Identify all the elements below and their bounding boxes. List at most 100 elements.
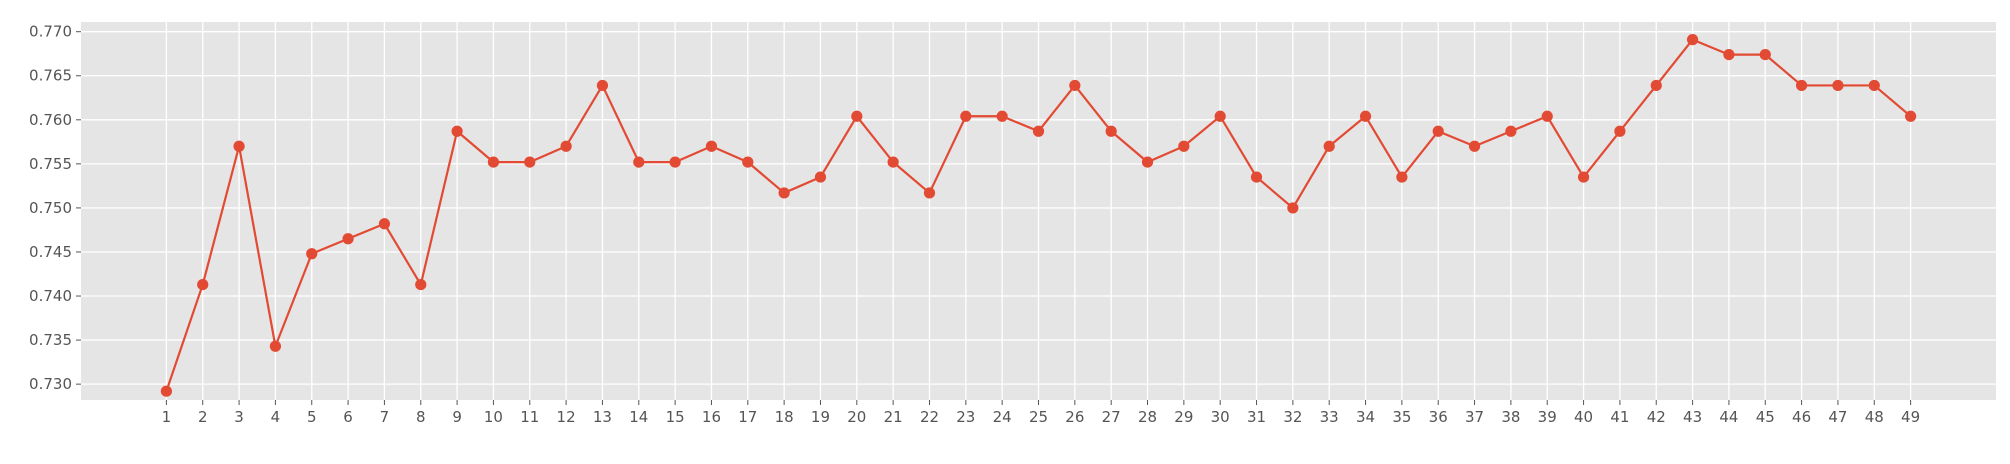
data-point [1323, 140, 1335, 152]
x-tick-label: 48 [1865, 408, 1884, 426]
x-tick-label: 46 [1792, 408, 1811, 426]
x-tick-label: 38 [1501, 408, 1520, 426]
grid-lines [81, 22, 1996, 400]
x-tick-label: 25 [1029, 408, 1048, 426]
data-point [378, 218, 391, 230]
data-point [1505, 125, 1517, 137]
x-tick-label: 42 [1647, 408, 1666, 426]
data-point [1905, 110, 1917, 122]
x-tick-label: 22 [920, 408, 939, 426]
y-tick-label: 0.730 [29, 375, 72, 393]
x-tick-label: 21 [884, 408, 903, 426]
data-point [160, 385, 172, 397]
x-tick-label: 39 [1538, 408, 1557, 426]
data-point [1250, 171, 1263, 183]
x-tick-label: 12 [557, 408, 576, 426]
x-tick-label: 32 [1283, 408, 1302, 426]
y-tick-label: 0.740 [29, 287, 72, 305]
x-tick-label: 14 [629, 408, 648, 426]
y-tick-label: 0.750 [29, 199, 72, 217]
x-tick-label: 35 [1392, 408, 1411, 426]
data-point [923, 187, 936, 199]
x-tick-label: 41 [1610, 408, 1629, 426]
x-tick-label: 37 [1465, 408, 1484, 426]
x-tick-label: 9 [452, 408, 462, 426]
data-point [1614, 125, 1626, 137]
x-tick-label: 23 [956, 408, 975, 426]
x-tick-label: 1 [162, 408, 172, 426]
data-point [306, 248, 318, 260]
x-tick-label: 28 [1138, 408, 1157, 426]
data-point [851, 110, 863, 122]
data-point [1832, 79, 1844, 92]
x-tick-label: 17 [738, 408, 757, 426]
x-tick-label: 24 [993, 408, 1012, 426]
data-point [960, 110, 972, 122]
y-tick-label: 0.770 [29, 23, 72, 41]
data-point [1359, 110, 1372, 122]
x-tick-label: 44 [1719, 408, 1738, 426]
x-tick-label: 43 [1683, 408, 1702, 426]
x-tick-label: 30 [1211, 408, 1230, 426]
data-point [1032, 125, 1045, 137]
data-point [887, 156, 899, 168]
x-tick-label: 6 [343, 408, 353, 426]
data-point [1541, 110, 1553, 122]
data-point [633, 156, 645, 168]
y-tick-label: 0.735 [29, 331, 72, 349]
x-tick-label: 11 [520, 408, 539, 426]
data-point [197, 278, 209, 291]
data-point [596, 79, 609, 92]
data-point [814, 171, 827, 183]
data-point [560, 140, 572, 152]
data-point [1141, 156, 1154, 168]
data-point [415, 278, 427, 291]
data-point [1650, 79, 1662, 92]
x-tick-label: 15 [666, 408, 685, 426]
data-point [233, 140, 245, 152]
data-point [1759, 49, 1771, 61]
data-point [1396, 171, 1408, 183]
data-point [1686, 34, 1699, 46]
x-tick-label: 34 [1356, 408, 1375, 426]
x-tick-label: 2 [198, 408, 208, 426]
y-tick-label: 0.760 [29, 111, 72, 129]
x-tick-label: 45 [1756, 408, 1775, 426]
y-tick-label: 0.745 [29, 243, 72, 261]
y-tick-label: 0.765 [29, 67, 72, 85]
x-tick-label: 18 [775, 408, 794, 426]
data-point [1723, 49, 1735, 61]
data-point [1795, 79, 1808, 92]
data-series [160, 34, 1917, 397]
data-point [778, 187, 790, 199]
x-tick-label: 27 [1102, 408, 1121, 426]
data-point [342, 233, 354, 245]
x-tick-label: 3 [234, 408, 244, 426]
x-tick-label: 19 [811, 408, 830, 426]
x-tick-label: 49 [1901, 408, 1920, 426]
data-point [487, 156, 500, 168]
data-point [996, 110, 1008, 122]
x-tick-label: 16 [702, 408, 721, 426]
data-point [669, 156, 681, 168]
data-point [705, 140, 718, 152]
x-tick-label: 33 [1320, 408, 1339, 426]
x-axis: 1 2 3 4 5 6 7 8 9 10 11 12 13 14 15 16 17 18 19 20 21 22 23 24 2… [162, 400, 1920, 426]
data-point [1468, 140, 1481, 152]
x-tick-label: 29 [1174, 408, 1193, 426]
data-point [1577, 171, 1590, 183]
x-tick-label: 10 [484, 408, 503, 426]
x-tick-label: 5 [307, 408, 317, 426]
x-tick-label: 36 [1429, 408, 1448, 426]
x-tick-label: 47 [1828, 408, 1847, 426]
x-tick-label: 8 [416, 408, 426, 426]
data-point [1178, 140, 1190, 152]
data-point [524, 156, 536, 168]
x-tick-label: 4 [271, 408, 281, 426]
x-tick-label: 26 [1065, 408, 1084, 426]
x-tick-label: 31 [1247, 408, 1266, 426]
y-axis: 0.730 0.735 0.740 0.745 0.750 0.755 0.760 0.765… [29, 23, 81, 393]
data-point [269, 340, 282, 352]
data-point [1214, 110, 1226, 122]
